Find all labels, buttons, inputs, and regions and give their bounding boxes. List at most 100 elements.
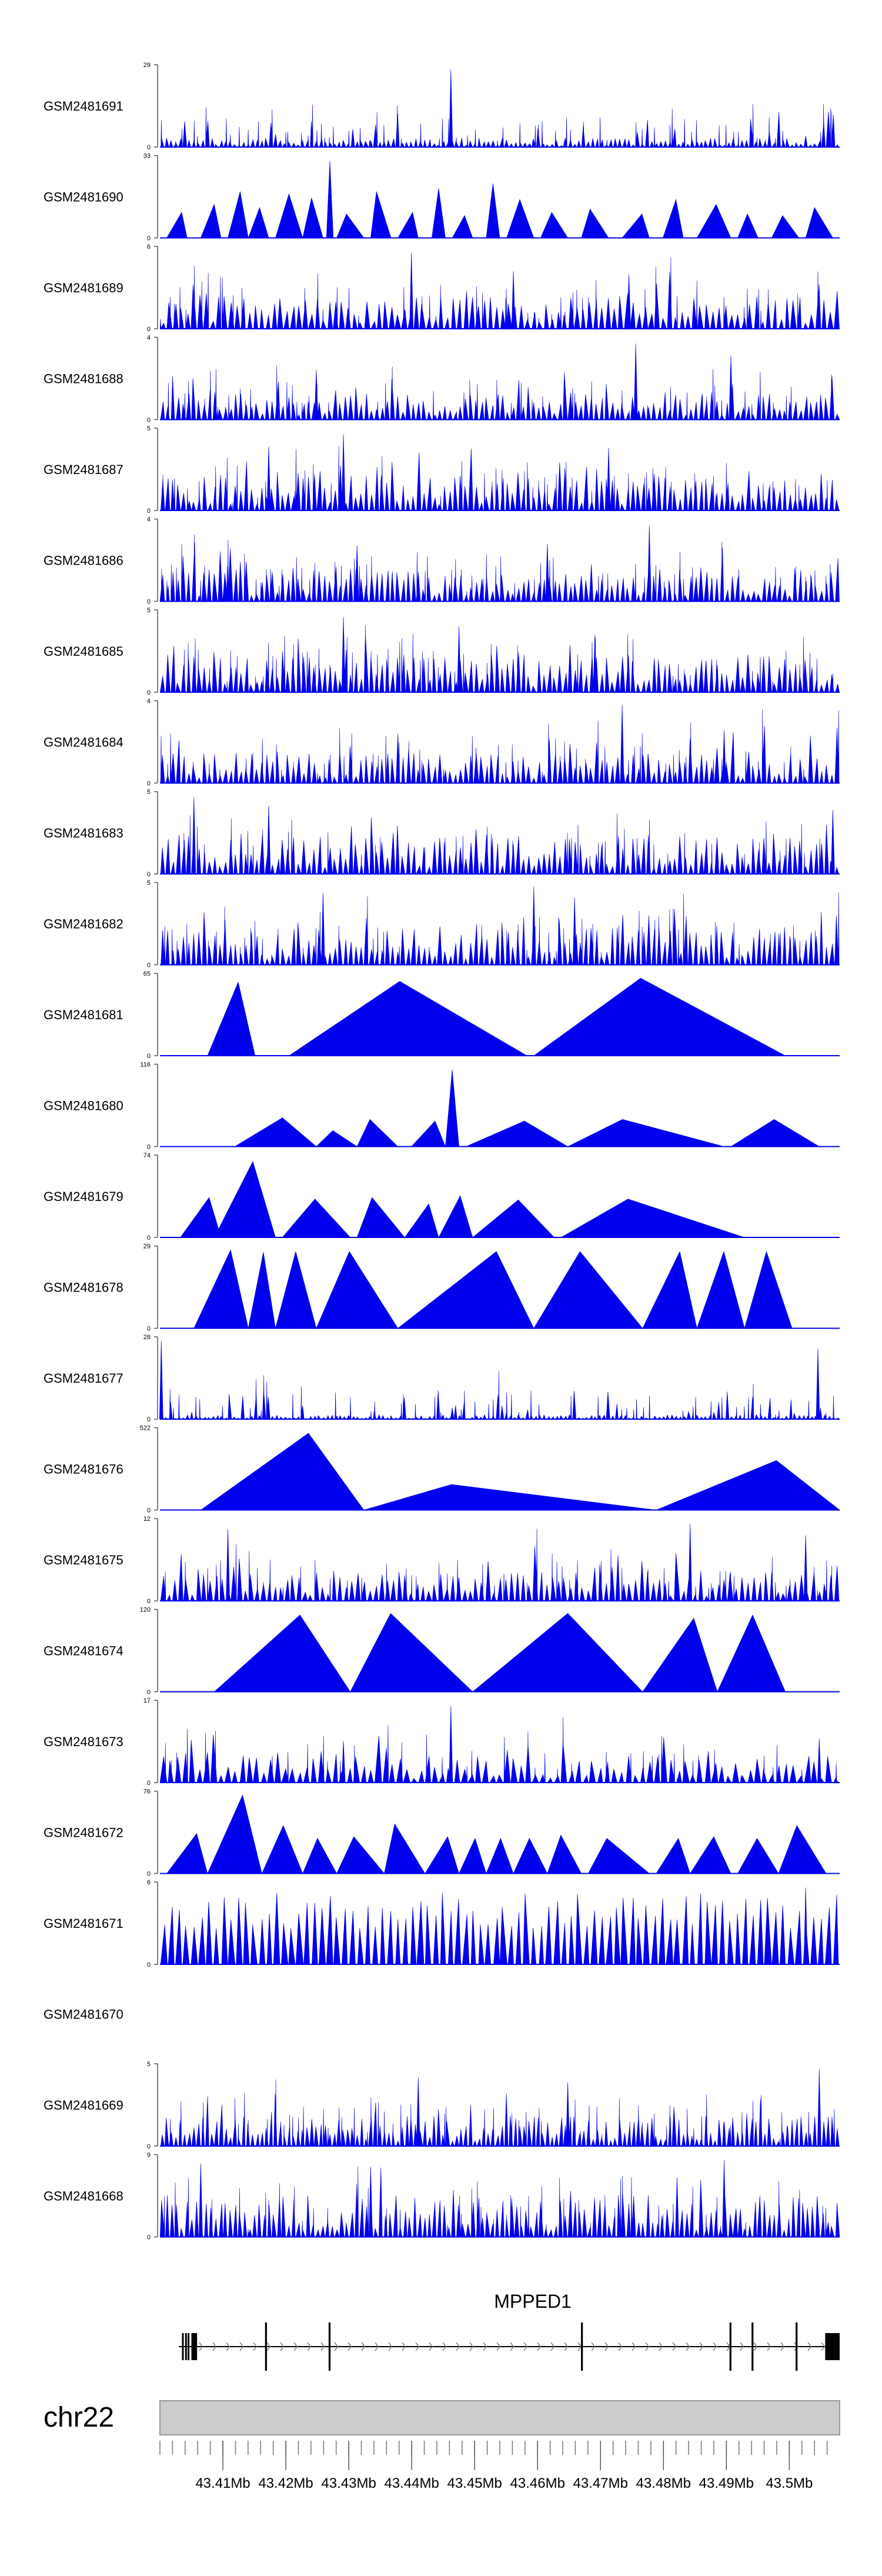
track-coverage-area [160,705,840,783]
track-label: GSM2481680 [44,1099,123,1113]
track-coverage-area [160,1887,839,1965]
chromosome-label: chr22 [44,2402,114,2433]
track-GSM2481681: GSM2481681 65 0 [44,970,840,1060]
track-GSM2481670: GSM2481670 [44,2007,123,2022]
track-label: GSM2481683 [44,826,123,840]
track-ymax-label: 4 [147,335,151,342]
strand-arrow [659,2342,663,2351]
strand-arrow [469,2342,474,2351]
strand-arrow [537,2342,542,2351]
track-GSM2481685: GSM2481685 5 0 [44,607,840,696]
strand-arrow [402,2342,406,2351]
track-coverage-area [166,1794,827,1874]
track-label: GSM2481687 [44,462,123,477]
gene-exon [185,2333,187,2360]
track-label: GSM2481681 [44,1007,123,1022]
track-ymax-label: 17 [143,1697,151,1704]
track-label: GSM2481682 [44,917,123,932]
track-ymin-label: 0 [147,1234,151,1242]
axis-tick-label: 43.49Mb [699,2475,754,2491]
track-label: GSM2481676 [44,1462,123,1477]
track-GSM2481668: GSM2481668 9 0 [44,2152,840,2241]
strand-arrow [239,2342,244,2351]
strand-arrow [442,2342,447,2351]
track-coverage-area [234,1069,820,1147]
track-ymin-label: 0 [147,1871,151,1878]
strand-arrow [253,2342,258,2351]
gene-exon [328,2323,331,2371]
track-label: GSM2481678 [44,1280,123,1295]
strand-arrow [550,2342,555,2351]
track-label: GSM2481690 [44,190,123,205]
track-coverage-area [161,69,840,148]
track-ymin-label: 0 [147,1961,151,1968]
gene-exon [796,2323,798,2371]
strand-arrow [375,2342,379,2351]
track-coverage-area [160,617,840,693]
track-label: GSM2481675 [44,1553,123,1567]
track-ymax-label: 522 [140,1425,151,1432]
track-GSM2481671: GSM2481671 6 0 [44,1879,840,1968]
track-ymax-label: 4 [147,516,151,523]
track-coverage-area [160,797,839,875]
track-ymin-label: 0 [147,1780,151,1787]
strand-arrow [334,2342,339,2351]
strand-arrow [632,2342,636,2351]
track-ymax-label: 4 [147,698,151,705]
track-GSM2481678: GSM2481678 29 0 [44,1243,840,1333]
track-label: GSM2481688 [44,372,123,386]
track-ymin-label: 0 [147,1326,151,1333]
track-ymax-label: 65 [143,970,151,977]
genome-axis-track: chr22 43.41Mb 43.42Mb 43.43Mb 43.44Mb 43.45M… [44,2400,840,2491]
track-ymin-label: 0 [147,599,151,606]
track-coverage-area [159,2160,840,2237]
track-coverage-area [159,1340,840,1420]
track-ymin-label: 0 [147,508,151,515]
track-coverage-area [159,525,840,602]
track-GSM2481684: GSM2481684 4 0 [44,698,840,788]
track-ymin-label: 0 [147,1416,151,1423]
axis-tick-label: 43.44Mb [384,2475,439,2491]
strand-arrow [280,2342,285,2351]
strand-arrow [780,2342,785,2351]
strand-arrow [348,2342,352,2351]
strand-arrow [523,2342,528,2351]
axis-tick-label: 43.47Mb [573,2475,628,2491]
strand-arrow [361,2342,366,2351]
strand-arrow [713,2342,717,2351]
strand-arrow [604,2342,609,2351]
axis-ticks: 43.41Mb 43.42Mb 43.43Mb 43.44Mb 43.45Mb 43.46… [159,2441,828,2491]
track-ymin-label: 0 [147,235,151,242]
strand-arrow [293,2342,298,2351]
strand-arrow [415,2342,420,2351]
track-ymin-label: 0 [147,326,151,333]
track-coverage-area [161,434,840,511]
track-label: GSM2481689 [44,281,123,295]
track-label: GSM2481684 [44,735,123,750]
strand-arrow [807,2342,812,2351]
axis-tick-label: 43.48Mb [636,2475,691,2491]
track-coverage-area [161,2069,840,2147]
track-coverage-area [180,1160,745,1238]
axis-tick-label: 43.45Mb [447,2475,502,2491]
track-label: GSM2481677 [44,1371,123,1386]
track-GSM2481677: GSM2481677 28 0 [44,1334,840,1423]
track-GSM2481680: GSM2481680 116 0 [44,1062,840,1151]
track-ymin-label: 0 [147,1598,151,1605]
gene-exon [825,2333,840,2360]
gene-model-track: MPPED1 [179,2291,840,2371]
axis-tick-label: 43.41Mb [195,2475,250,2491]
track-ymax-label: 5 [147,880,151,887]
track-GSM2481675: GSM2481675 12 0 [44,1516,840,1605]
track-ymax-label: 29 [143,62,151,69]
track-ymin-label: 0 [147,780,151,788]
track-ymax-label: 74 [143,1152,151,1159]
strand-arrow [483,2342,487,2351]
strand-arrow [767,2342,771,2351]
track-label: GSM2481686 [44,553,123,568]
track-GSM2481691: GSM2481691 29 0 [44,62,840,151]
track-ymin-label: 0 [147,871,151,878]
track-GSM2481669: GSM2481669 5 0 [44,2061,840,2150]
track-GSM2481672: GSM2481672 76 0 [44,1788,840,1878]
track-coverage-area [159,1706,839,1783]
